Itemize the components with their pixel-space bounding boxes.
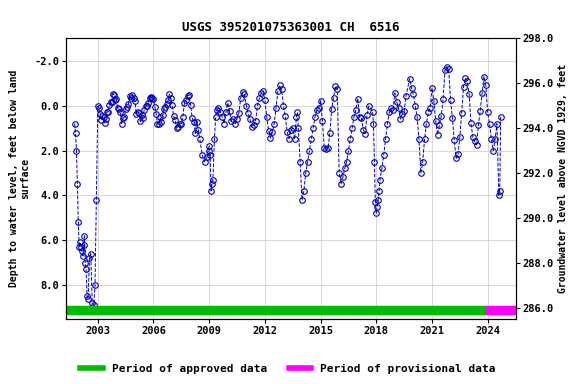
Y-axis label: Depth to water level, feet below land
surface: Depth to water level, feet below land su… [9, 70, 30, 287]
Title: USGS 395201075363001 CH  6516: USGS 395201075363001 CH 6516 [182, 22, 400, 35]
Y-axis label: Groundwater level above NGVD 1929, feet: Groundwater level above NGVD 1929, feet [558, 64, 568, 293]
Legend: Period of approved data, Period of provisional data: Period of approved data, Period of provi… [76, 359, 500, 379]
